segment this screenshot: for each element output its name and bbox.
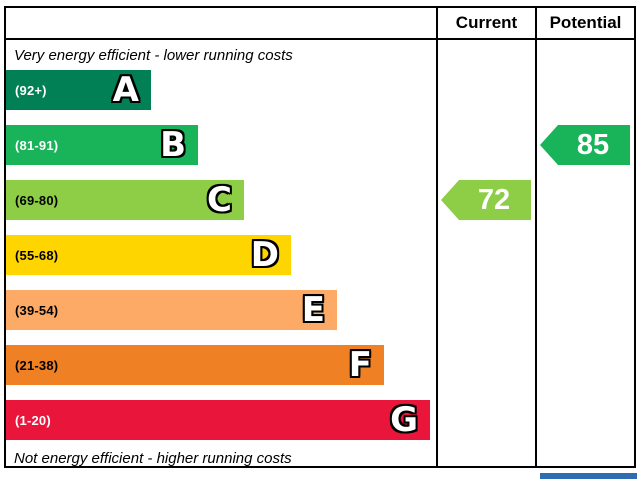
epc-table: Current Potential Very energy efficient … <box>4 6 636 468</box>
band-c-letter: C <box>207 180 232 220</box>
header-current: Current <box>436 8 535 40</box>
band-d-range-label: (55-68) <box>15 247 59 263</box>
band-bar-g: (1-20) G <box>6 400 430 440</box>
band-bar-f: (21-38) F <box>6 345 384 385</box>
bottom-caption: Not energy efficient - higher running co… <box>14 450 292 467</box>
band-a-letter: A <box>112 70 139 110</box>
band-d-letter: D <box>250 235 279 275</box>
band-g-range-label: (1-20) <box>15 412 51 428</box>
band-f-range-label: (21-38) <box>15 357 59 373</box>
potential-column: 85 <box>535 40 634 466</box>
band-bar-b: (81-91) B <box>6 125 198 165</box>
current-rating-value: 72 <box>477 183 511 216</box>
band-e-range-label: (39-54) <box>15 302 59 318</box>
band-bar-c: (69-80) C <box>6 180 244 220</box>
band-e-letter: E <box>301 290 325 330</box>
band-b-range-label: (81-91) <box>15 137 59 153</box>
current-column: 72 <box>436 40 535 466</box>
band-bar-d: (55-68) D <box>6 235 291 275</box>
band-a-range-label: (92+) <box>15 82 47 98</box>
band-g-letter: G <box>390 400 418 440</box>
header-potential: Potential <box>535 8 634 40</box>
band-c-range-label: (69-80) <box>15 192 59 208</box>
current-rating-arrow: 72 <box>441 180 531 220</box>
band-bar-a: (92+) A <box>6 70 151 110</box>
band-b-letter: B <box>160 125 186 165</box>
potential-rating-arrow: 85 <box>540 125 630 165</box>
band-list: (92+) A (81-91) B (69-80) C (55-68) D (3… <box>6 70 436 455</box>
band-f-letter: F <box>348 345 372 385</box>
top-caption: Very energy efficient - lower running co… <box>14 47 293 64</box>
band-chart-area: Very energy efficient - lower running co… <box>6 40 436 467</box>
band-bar-e: (39-54) E <box>6 290 337 330</box>
header-spacer <box>6 8 436 40</box>
footer-accent-strip <box>540 473 637 479</box>
potential-rating-value: 85 <box>576 128 610 161</box>
